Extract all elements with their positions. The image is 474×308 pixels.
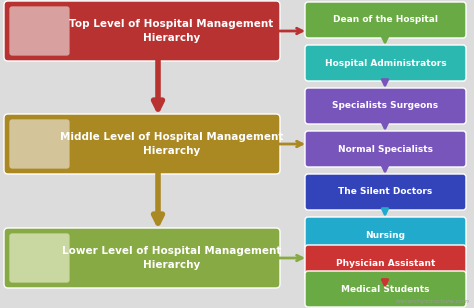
Text: Dean of the Hospital: Dean of the Hospital bbox=[333, 15, 438, 25]
Text: Physician Assistant: Physician Assistant bbox=[336, 258, 435, 268]
FancyBboxPatch shape bbox=[305, 217, 466, 253]
FancyBboxPatch shape bbox=[4, 228, 280, 288]
Text: hierarchystructure.com: hierarchystructure.com bbox=[396, 299, 470, 304]
Text: Middle Level of Hospital Management
Hierarchy: Middle Level of Hospital Management Hier… bbox=[60, 132, 283, 156]
Text: Medical Students: Medical Students bbox=[341, 285, 430, 294]
Text: Specialists Surgeons: Specialists Surgeons bbox=[332, 102, 438, 111]
FancyBboxPatch shape bbox=[305, 2, 466, 38]
FancyBboxPatch shape bbox=[305, 45, 466, 81]
Text: Nursing: Nursing bbox=[365, 230, 405, 240]
FancyBboxPatch shape bbox=[305, 131, 466, 167]
Text: Top Level of Hospital Management
Hierarchy: Top Level of Hospital Management Hierarc… bbox=[69, 19, 273, 43]
Text: Hospital Administrators: Hospital Administrators bbox=[325, 59, 447, 67]
FancyBboxPatch shape bbox=[305, 174, 466, 210]
Text: The Silent Doctors: The Silent Doctors bbox=[338, 188, 433, 197]
FancyBboxPatch shape bbox=[4, 1, 280, 61]
FancyBboxPatch shape bbox=[305, 88, 466, 124]
FancyBboxPatch shape bbox=[4, 114, 280, 174]
FancyBboxPatch shape bbox=[9, 233, 70, 283]
FancyBboxPatch shape bbox=[9, 6, 70, 56]
Text: Lower Level of Hospital Management
Hierarchy: Lower Level of Hospital Management Hiera… bbox=[62, 246, 281, 270]
FancyBboxPatch shape bbox=[9, 119, 70, 169]
FancyBboxPatch shape bbox=[305, 271, 466, 307]
Text: Normal Specialists: Normal Specialists bbox=[338, 144, 433, 153]
FancyBboxPatch shape bbox=[305, 245, 466, 281]
